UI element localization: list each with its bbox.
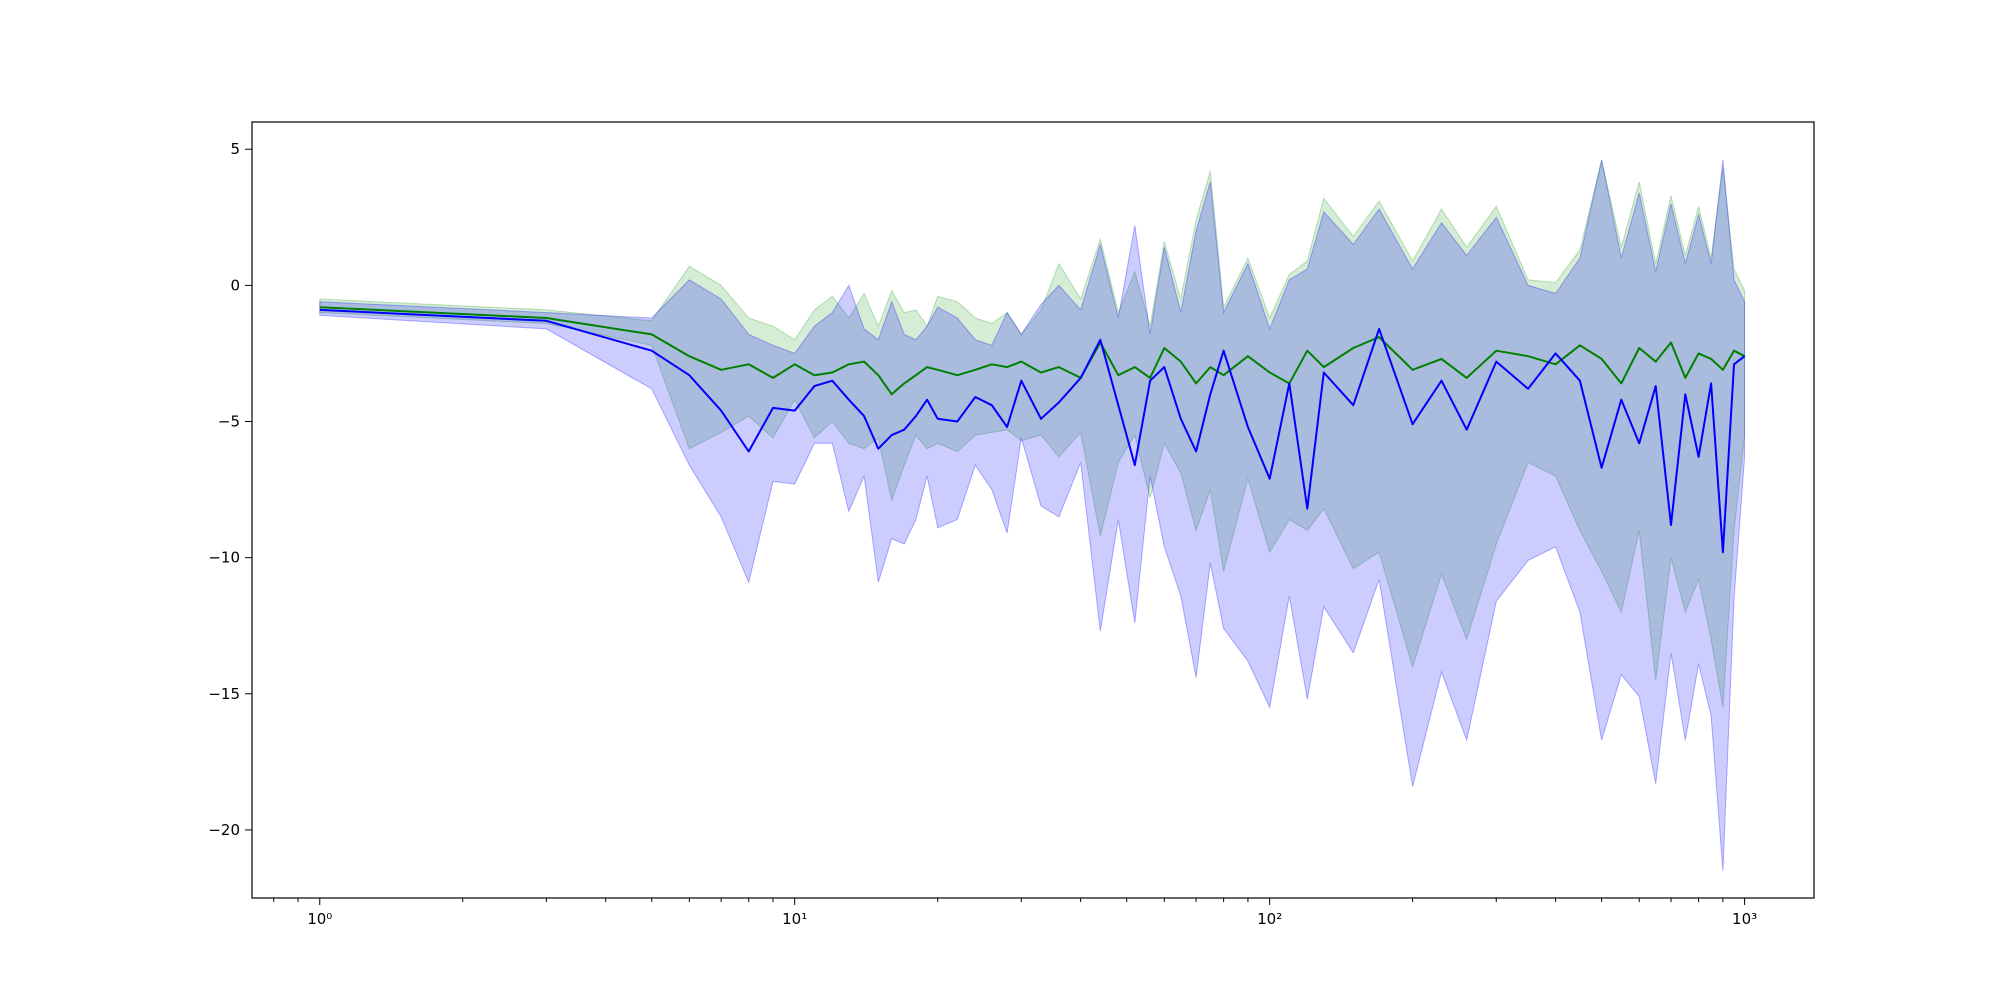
x-tick-label: 10⁰	[307, 910, 332, 928]
y-tick-label: −5	[218, 413, 240, 431]
series-2-band	[319, 159, 1746, 871]
series-1-band	[319, 159, 1746, 708]
x-tick-label: 10²	[1257, 910, 1282, 928]
x-tick-label: 10³	[1732, 910, 1757, 928]
series-1-line	[319, 306, 1746, 396]
y-axis: 5 0 −5 −10 −15 −20	[208, 140, 252, 839]
y-tick-label: 5	[230, 140, 240, 158]
x-tick-label: 10¹	[782, 910, 807, 928]
y-tick-label: 0	[230, 276, 240, 294]
confidence-bands	[319, 159, 1746, 871]
y-tick-label: −15	[208, 685, 240, 703]
y-tick-label: −20	[208, 821, 240, 839]
y-tick-label: −10	[208, 549, 240, 567]
series-lines	[319, 306, 1746, 554]
series-2-line	[319, 308, 1746, 554]
plot-frame	[251, 121, 1815, 899]
x-axis: 10⁰ 10¹ 10² 10³	[273, 898, 1757, 928]
